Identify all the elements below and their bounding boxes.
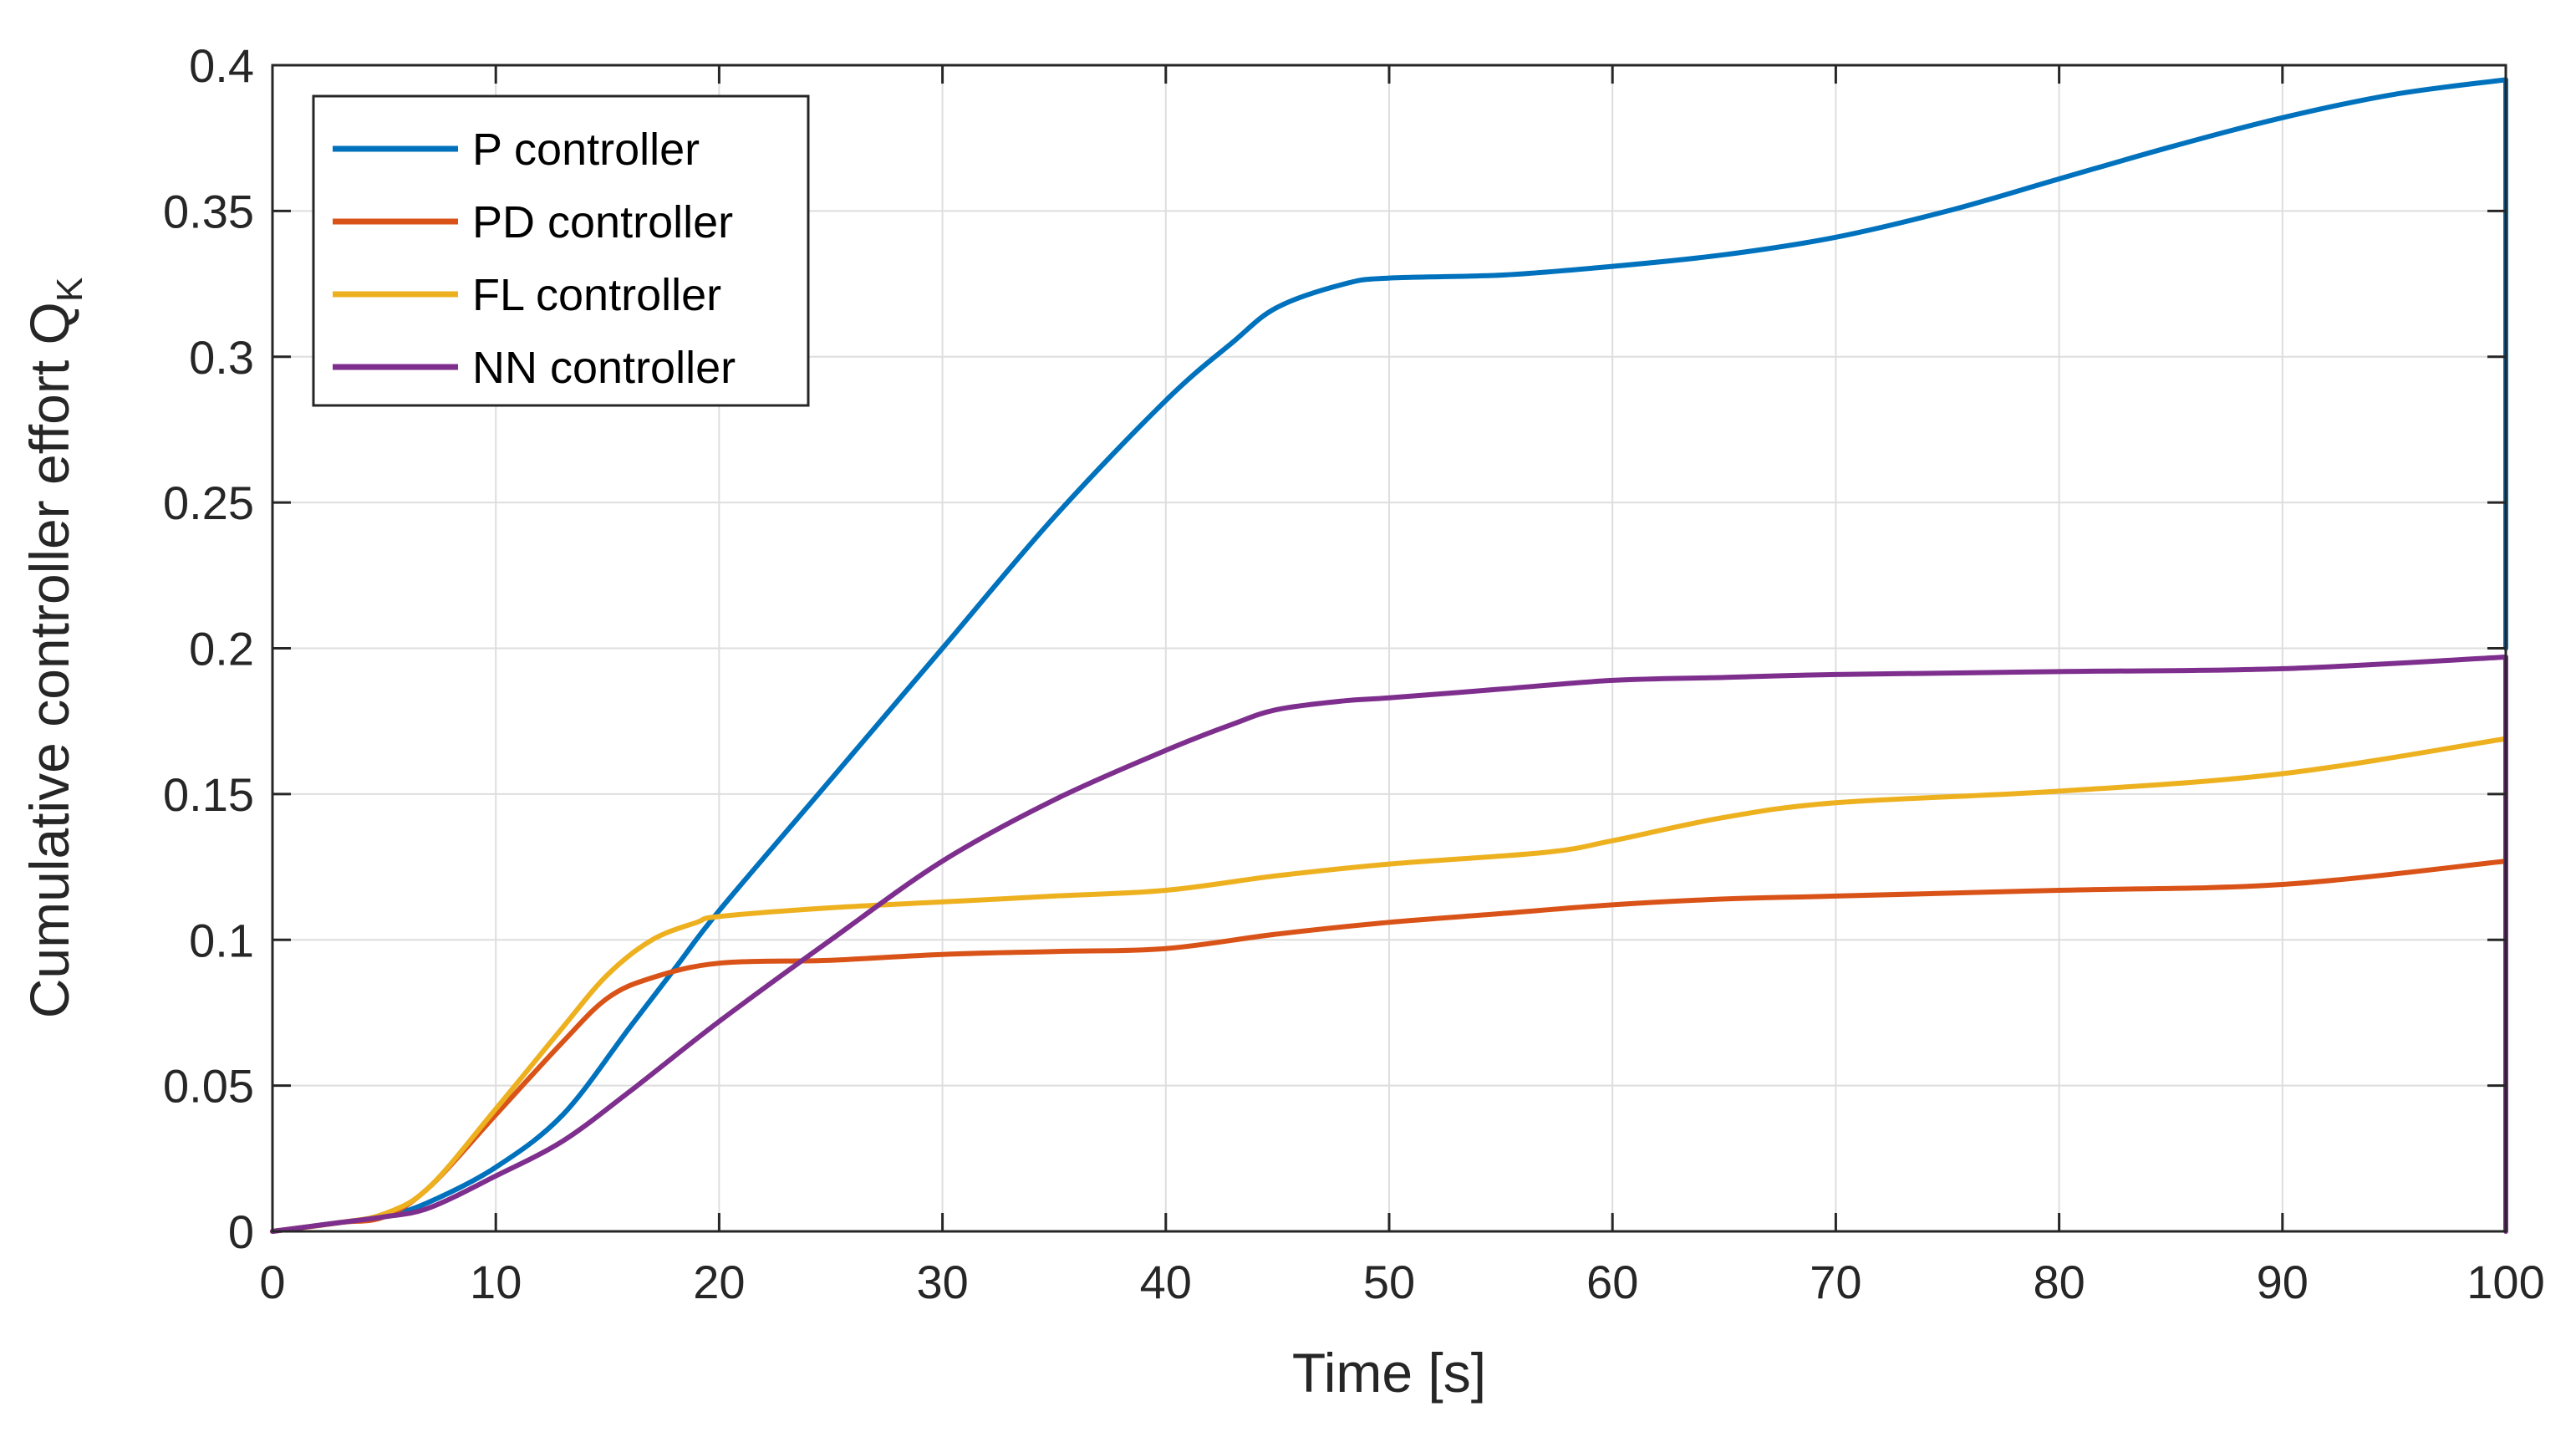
y-tick-label: 0.3: [189, 331, 254, 384]
y-tick-label: 0.05: [163, 1060, 254, 1113]
y-tick-label: 0.1: [189, 914, 254, 966]
legend-items: P controller PD controller FL controller NN…: [333, 125, 736, 393]
series-lines: [270, 77, 2508, 1234]
y-tick-label: 0.35: [163, 185, 254, 237]
x-tick-label: 60: [1586, 1256, 1638, 1308]
legend-label-pd-controller: PD controller: [472, 197, 733, 247]
x-tick-label: 30: [916, 1256, 968, 1308]
series-line-pd-controller: [270, 859, 2508, 1234]
tick-labels: 0 10 20 30 40 50 60 70 80 90 100 0 0.05 0.1 0.15 0.2 0.2…: [163, 39, 2545, 1308]
x-tick-label: 0: [259, 1256, 285, 1308]
y-tick-label: 0: [228, 1205, 254, 1258]
x-tick-label: 40: [1140, 1256, 1192, 1308]
legend-label-fl-controller: FL controller: [472, 270, 721, 320]
series-line-nn-controller: [270, 655, 2508, 1234]
y-axis-label: Cumulative controller effort QK: [18, 278, 90, 1019]
series-line-fl-controller: [270, 736, 2508, 1234]
y-axis-label-subscript: K: [49, 278, 90, 302]
x-axis-label: Time [s]: [1292, 1342, 1486, 1404]
x-tick-label: 100: [2467, 1256, 2544, 1308]
series-line-p-controller: [270, 77, 2508, 1234]
legend-label-nn-controller: NN controller: [472, 343, 736, 393]
x-tick-label: 50: [1363, 1256, 1415, 1308]
axes: [271, 64, 2507, 1233]
x-tick-label: 80: [2033, 1256, 2085, 1308]
y-tick-label: 0.2: [189, 623, 254, 675]
x-tick-label: 70: [1810, 1256, 1861, 1308]
x-tick-label: 10: [470, 1256, 522, 1308]
y-tick-label: 0.25: [163, 476, 254, 529]
y-tick-label: 0.4: [189, 39, 254, 92]
y-tick-label: 0.15: [163, 768, 254, 821]
axes-box: [271, 64, 2507, 1233]
y-axis-label-main: Cumulative controller effort Q: [18, 302, 80, 1018]
legend-label-p-controller: P controller: [472, 125, 700, 175]
legend: P controller PD controller FL controller NN…: [312, 94, 810, 407]
x-tick-label: 20: [693, 1256, 745, 1308]
x-tick-label: 90: [2257, 1256, 2309, 1308]
